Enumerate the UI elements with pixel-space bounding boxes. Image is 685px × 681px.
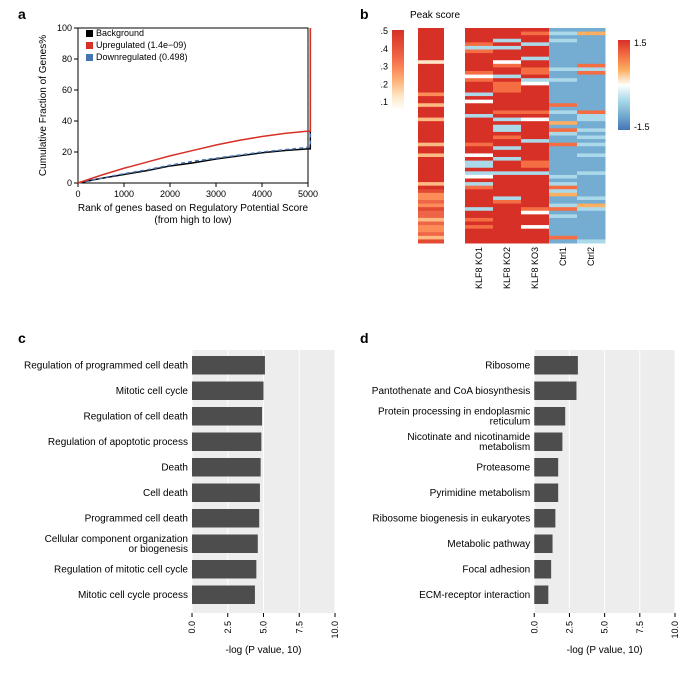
svg-text:Ctrl2: Ctrl2	[586, 247, 596, 266]
svg-text:2.5: 2.5	[223, 621, 233, 634]
svg-text:3000: 3000	[206, 189, 226, 199]
panel-d: Ribosome Pantothenate and CoA biosynthesi…	[350, 345, 685, 675]
svg-text:Regulation of mitotic cell cyc: Regulation of mitotic cell cycle	[54, 564, 188, 575]
svg-text:80: 80	[62, 54, 72, 64]
svg-text:0.0: 0.0	[529, 621, 539, 634]
svg-text:20: 20	[62, 147, 72, 157]
svg-text:KLF8 KO3: KLF8 KO3	[530, 247, 540, 289]
svg-text:0.4: 0.4	[380, 44, 388, 54]
svg-text:Death: Death	[161, 462, 188, 473]
svg-text:2000: 2000	[160, 189, 180, 199]
svg-text:Programmed cell death: Programmed cell death	[85, 513, 188, 524]
svg-text:Background: Background	[96, 28, 144, 38]
svg-text:0.2: 0.2	[380, 79, 388, 89]
panel-b-svg: 0.5 0.4 0.3 0.2 0.1 KLF8 KO1 KLF8 KO2 KLF8 KO3 C…	[380, 10, 680, 290]
svg-text:Pyrimidine metabolism: Pyrimidine metabolism	[430, 488, 531, 499]
svg-text:0: 0	[75, 189, 80, 199]
svg-text:Cumulative Fraction of Genes%: Cumulative Fraction of Genes%	[38, 35, 49, 176]
svg-text:Upregulated (1.4e−09): Upregulated (1.4e−09)	[96, 40, 186, 50]
svg-text:0.0: 0.0	[187, 621, 197, 634]
panel-b-label: b	[360, 6, 369, 22]
svg-text:Regulation of cell death: Regulation of cell death	[83, 411, 188, 422]
panel-a-svg: 020406080100010002000300040005000Rank of…	[30, 18, 330, 248]
svg-text:ECM-receptor interaction: ECM-receptor interaction	[419, 590, 530, 601]
panel-c-label: c	[18, 330, 26, 346]
svg-text:Cell death: Cell death	[143, 488, 188, 499]
svg-text:Ribosome: Ribosome	[485, 360, 530, 371]
svg-text:Mitotic cell cycle process: Mitotic cell cycle process	[78, 590, 188, 601]
svg-text:7.5: 7.5	[294, 621, 304, 634]
panel-d-svg: Ribosome Pantothenate and CoA biosynthesi…	[350, 345, 685, 675]
svg-text:10.0: 10.0	[670, 621, 680, 639]
svg-text:40: 40	[62, 116, 72, 126]
svg-text:Proteasome: Proteasome	[476, 462, 530, 473]
peak-score-label: Peak score	[410, 10, 460, 21]
svg-text:0: 0	[67, 178, 72, 188]
svg-text:or biogenesis: or biogenesis	[129, 544, 188, 555]
svg-text:KLF8 KO2: KLF8 KO2	[502, 247, 512, 289]
svg-text:5.0: 5.0	[600, 621, 610, 634]
svg-text:(from high to low): (from high to low)	[154, 215, 231, 226]
panel-c-svg: Regulation of programmed cell death Mitot…	[5, 345, 345, 675]
svg-text:Regulation of programmed cell: Regulation of programmed cell death	[24, 360, 188, 371]
svg-text:10.0: 10.0	[330, 621, 340, 639]
svg-text:1000: 1000	[114, 189, 134, 199]
svg-text:2.5: 2.5	[564, 621, 574, 634]
svg-text:0.1: 0.1	[380, 97, 388, 107]
svg-text:Ribosome biogenesis in eukaryo: Ribosome biogenesis in eukaryotes	[372, 513, 530, 524]
svg-text:0.5: 0.5	[380, 26, 388, 36]
svg-text:4000: 4000	[252, 189, 272, 199]
svg-text:Regulation of apoptotic proces: Regulation of apoptotic process	[48, 437, 188, 448]
svg-text:Rank of genes based on Regulat: Rank of genes based on Regulatory Potent…	[78, 203, 309, 214]
svg-text:Mitotic cell cycle: Mitotic cell cycle	[116, 386, 189, 397]
svg-text:Ctrl1: Ctrl1	[558, 247, 568, 266]
svg-text:-1.5: -1.5	[634, 122, 650, 132]
svg-text:60: 60	[62, 85, 72, 95]
svg-text:5.0: 5.0	[259, 621, 269, 634]
panel-c: Regulation of programmed cell death Mitot…	[5, 345, 345, 675]
panel-a-label: a	[18, 6, 26, 22]
svg-text:-log (P value, 10): -log (P value, 10)	[226, 645, 302, 656]
svg-text:0.3: 0.3	[380, 62, 388, 72]
svg-text:KLF8 KO1: KLF8 KO1	[474, 247, 484, 289]
svg-text:7.5: 7.5	[635, 621, 645, 634]
svg-text:1.5: 1.5	[634, 38, 647, 48]
panel-d-label: d	[360, 330, 369, 346]
panel-b: Peak score 0.5 0.4 0.3 0.2 0.1 KLF8 KO1 KLF8 K…	[380, 10, 680, 290]
svg-text:Focal adhesion: Focal adhesion	[462, 564, 530, 575]
svg-text:5000: 5000	[298, 189, 318, 199]
svg-text:Pantothenate and CoA biosynthe: Pantothenate and CoA biosynthesis	[372, 386, 530, 397]
svg-text:Metabolic pathway: Metabolic pathway	[447, 539, 530, 550]
svg-text:Downregulated (0.498): Downregulated (0.498)	[96, 52, 188, 62]
svg-text:reticulum: reticulum	[490, 416, 531, 427]
svg-text:metabolism: metabolism	[479, 442, 530, 453]
panel-a: 020406080100010002000300040005000Rank of…	[30, 18, 330, 248]
svg-text:100: 100	[57, 23, 72, 33]
svg-text:-log (P value, 10): -log (P value, 10)	[567, 645, 643, 656]
